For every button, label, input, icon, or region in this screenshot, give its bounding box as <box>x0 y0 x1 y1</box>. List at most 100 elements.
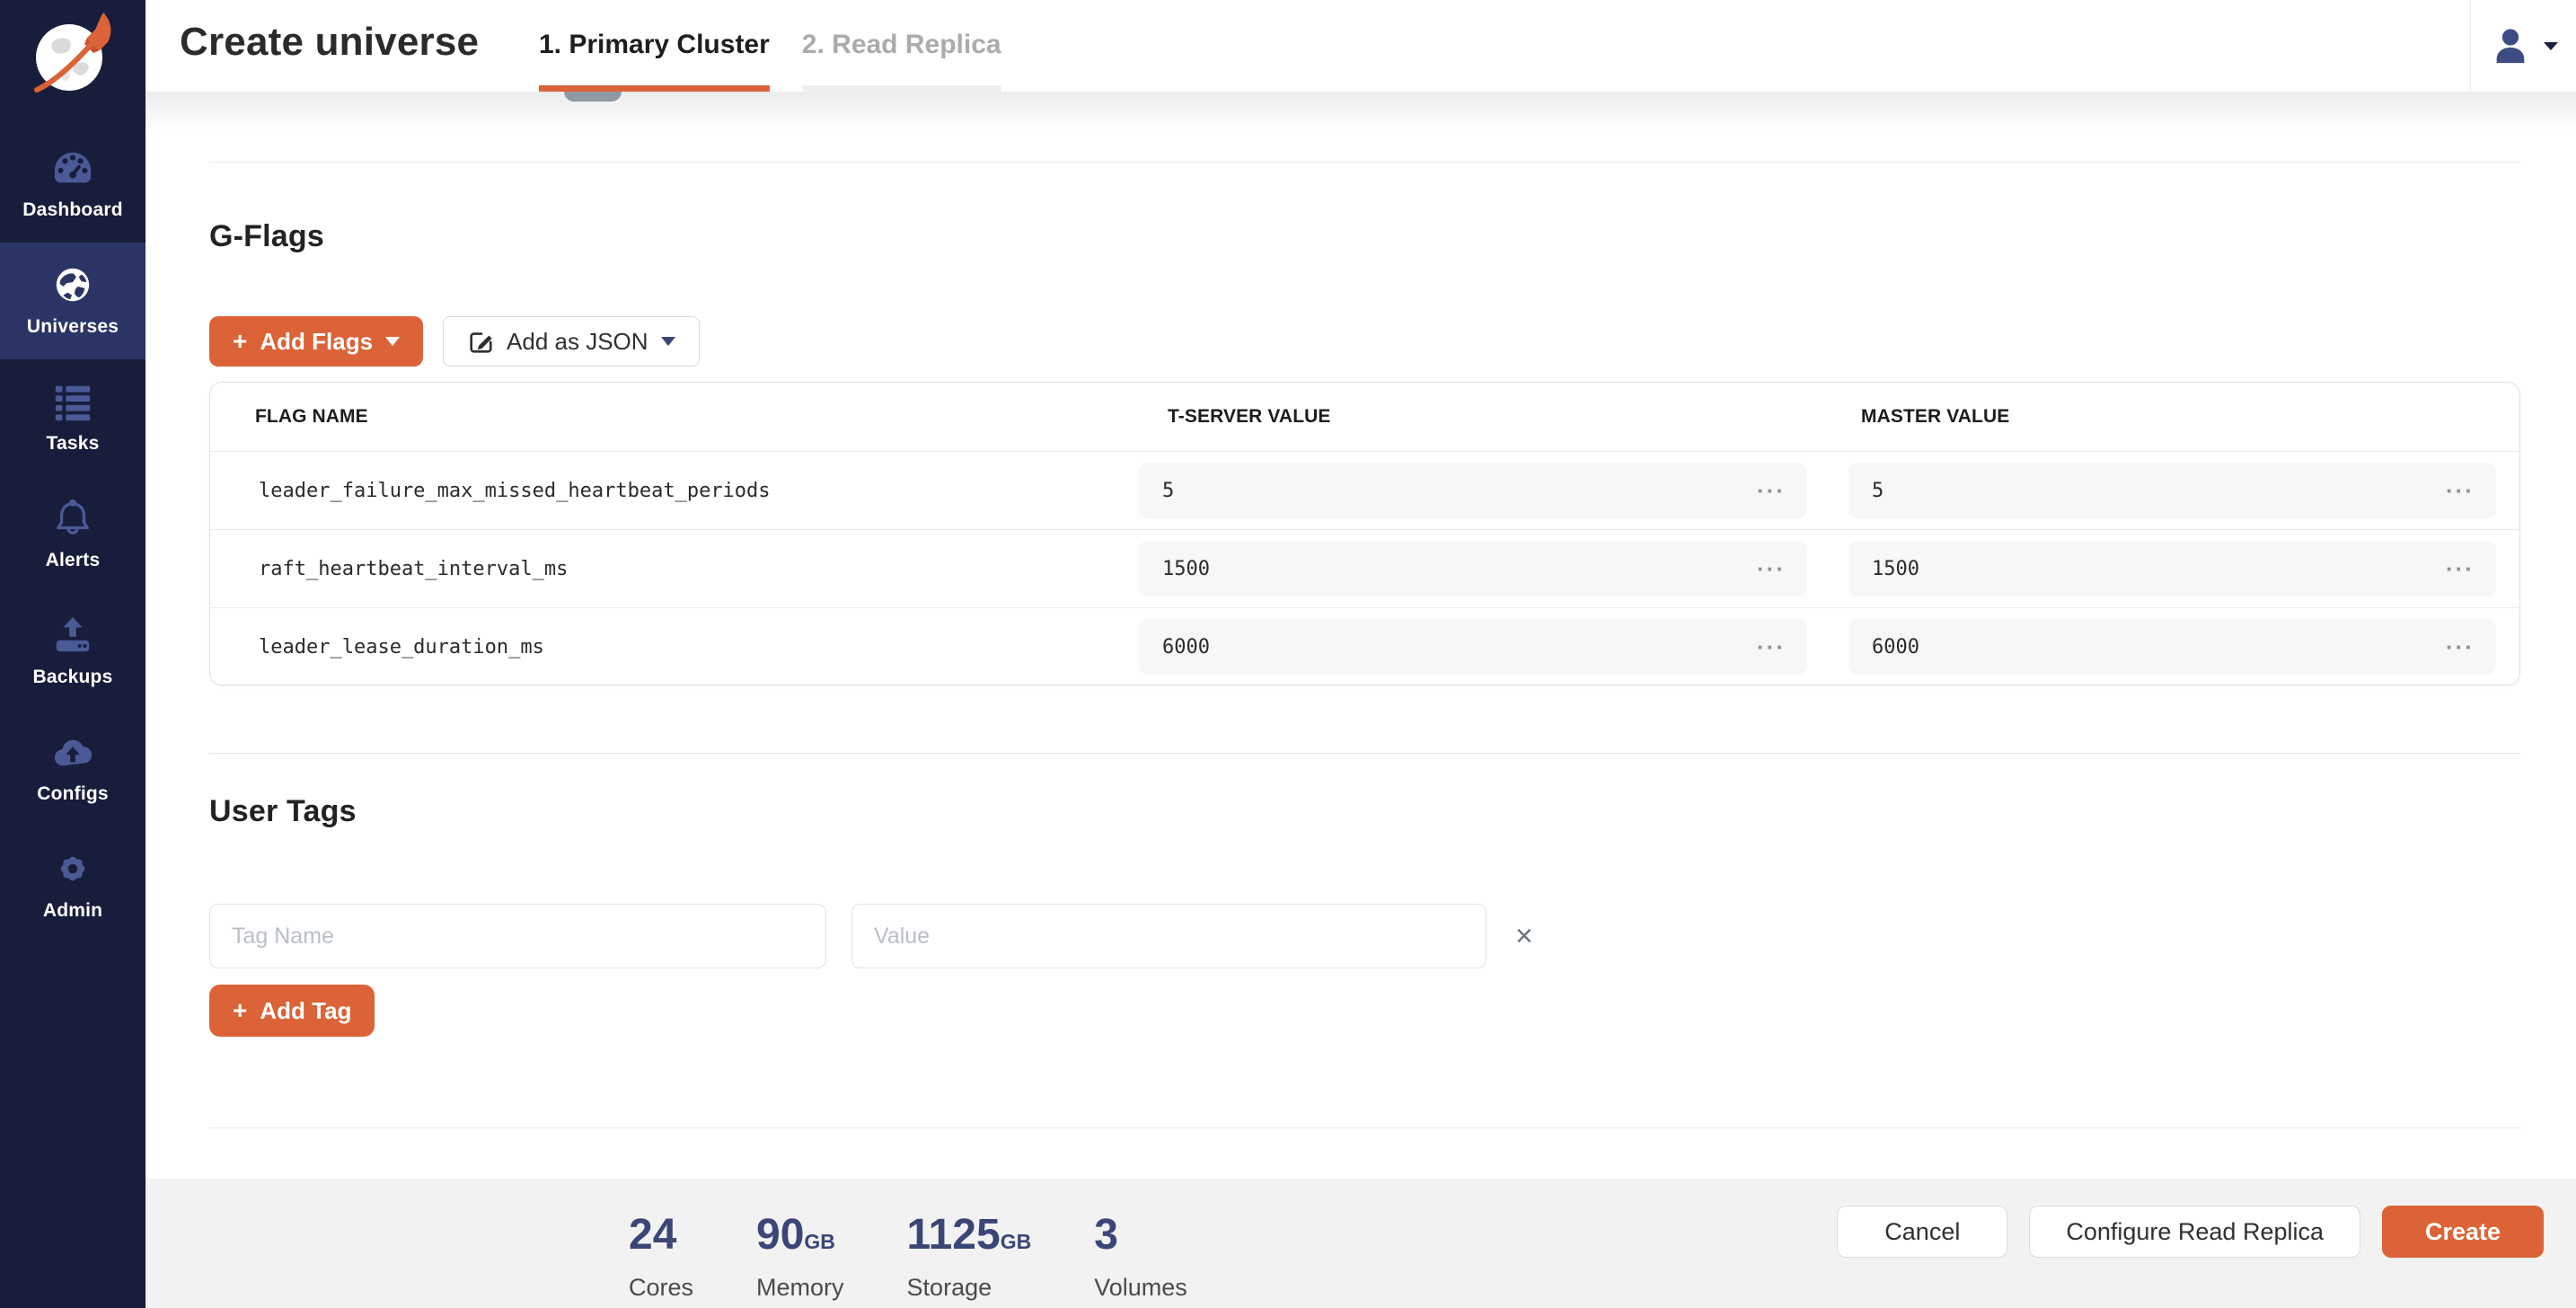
stat-unit: GB <box>804 1230 835 1253</box>
sidebar-item-label: Admin <box>42 900 103 921</box>
sidebar-item-label: Configs <box>37 783 109 804</box>
gflag-table-row: raft_heartbeat_interval_ms 1500 ··· 1500… <box>210 529 2519 607</box>
ellipsis-menu-icon[interactable]: ··· <box>2446 632 2475 660</box>
scroll-shadow <box>146 92 2576 133</box>
add-tag-label: Add Tag <box>260 996 352 1024</box>
add-flags-button[interactable]: + Add Flags <box>209 316 424 367</box>
user-tag-row: × <box>209 904 1533 968</box>
master-value-field[interactable]: 6000 ··· <box>1848 619 2496 675</box>
plus-icon: + <box>233 327 248 355</box>
configure-read-replica-button[interactable]: Configure Read Replica <box>2029 1206 2360 1258</box>
stat-block: 1125GB Storage <box>906 1211 1032 1302</box>
ellipsis-menu-icon[interactable]: ··· <box>1757 476 1786 504</box>
ellipsis-menu-icon[interactable]: ··· <box>1757 632 1786 660</box>
cluster-tabs: 1. Primary Cluster 2. Read Replica <box>539 0 1001 92</box>
master-value-field[interactable]: 1500 ··· <box>1848 541 2496 597</box>
tserver-value: 5 <box>1162 479 1175 502</box>
master-value: 1500 <box>1872 557 1919 580</box>
sidebar-item-label: Backups <box>32 667 113 687</box>
tserver-value-cell: 5 ··· <box>1139 463 1832 518</box>
master-value-cell: 5 ··· <box>1832 463 2519 518</box>
plus-icon: + <box>233 996 248 1024</box>
sidebar-item-alerts[interactable]: Alerts <box>0 476 146 593</box>
tserver-value-cell: 1500 ··· <box>1139 541 1832 597</box>
master-value-cell: 6000 ··· <box>1832 619 2519 675</box>
sidebar-item-label: Alerts <box>45 550 101 570</box>
flag-name: leader_lease_duration_ms <box>259 635 544 658</box>
caret-down-icon <box>660 337 675 346</box>
tserver-value-field[interactable]: 6000 ··· <box>1139 619 1807 675</box>
add-flags-label: Add Flags <box>260 327 374 355</box>
configs-cloud-upload-icon <box>54 739 93 766</box>
alerts-bell-icon <box>57 499 89 535</box>
create-button[interactable]: Create <box>2382 1206 2544 1258</box>
master-value: 6000 <box>1872 635 1919 658</box>
gflags-heading: G-Flags <box>209 219 324 253</box>
sidebar: Dashboard Universes Tasks <box>0 0 146 1308</box>
stat-label: Memory <box>756 1274 844 1302</box>
chevron-down-icon <box>2543 41 2558 50</box>
stat-unit: GB <box>1000 1230 1032 1253</box>
stat-block: 90GB Memory <box>756 1211 844 1302</box>
tag-value-input[interactable] <box>851 904 1486 968</box>
app-logo[interactable] <box>0 0 146 126</box>
sidebar-item-label: Dashboard <box>22 199 123 220</box>
add-tag-button[interactable]: + Add Tag <box>209 985 375 1037</box>
sidebar-item-tasks[interactable]: Tasks <box>0 359 146 476</box>
edit-pencil-icon <box>470 332 492 353</box>
cancel-button[interactable]: Cancel <box>1837 1206 2008 1258</box>
sidebar-item-admin[interactable]: Admin <box>0 826 146 943</box>
user-menu[interactable] <box>2470 0 2576 92</box>
footer-bar: 24 Cores 90GB Memory 1125GB Storage 3 Vo… <box>146 1179 2576 1308</box>
page-header: Create universe 1. Primary Cluster 2. Re… <box>146 0 2576 92</box>
gflags-table: FLAG NAME T-SERVER VALUE MASTER VALUE le… <box>209 382 2520 685</box>
section-divider <box>209 753 2520 754</box>
master-value: 5 <box>1872 479 1884 502</box>
gflag-table-row: leader_failure_max_missed_heartbeat_peri… <box>210 451 2519 529</box>
add-as-json-button[interactable]: Add as JSON <box>443 316 700 367</box>
ellipsis-menu-icon[interactable]: ··· <box>2446 476 2475 504</box>
add-as-json-label: Add as JSON <box>507 327 648 355</box>
column-header-master-value: MASTER VALUE <box>1861 406 2010 427</box>
remove-tag-icon[interactable]: × <box>1515 919 1533 953</box>
tserver-value-field[interactable]: 1500 ··· <box>1139 541 1807 597</box>
universes-globe-icon <box>56 268 90 302</box>
main-content: G-Flags + Add Flags Add as JSON FLAG NAM… <box>146 92 2576 1179</box>
tasks-list-icon <box>55 385 91 421</box>
ellipsis-menu-icon[interactable]: ··· <box>1757 554 1786 582</box>
sidebar-item-dashboard[interactable]: Dashboard <box>0 126 146 243</box>
sidebar-item-universes[interactable]: Universes <box>0 243 146 359</box>
sidebar-item-backups[interactable]: Backups <box>0 593 146 710</box>
backups-upload-icon <box>56 616 90 652</box>
tserver-value-cell: 6000 ··· <box>1139 619 1832 675</box>
flag-name: raft_heartbeat_interval_ms <box>259 557 569 580</box>
stat-block: 24 Cores <box>629 1212 694 1302</box>
master-value-field[interactable]: 5 ··· <box>1848 463 2496 518</box>
gflags-actions: + Add Flags Add as JSON <box>209 316 700 367</box>
tab-primary-cluster[interactable]: 1. Primary Cluster <box>539 0 770 92</box>
stat-label: Storage <box>906 1274 992 1302</box>
gflag-table-row: leader_lease_duration_ms 6000 ··· 6000 ·… <box>210 607 2519 685</box>
stat-value: 90GB <box>756 1211 835 1259</box>
sidebar-item-label: Universes <box>26 316 119 337</box>
scrolled-slider-knob-peek <box>564 92 622 102</box>
stat-label: Cores <box>629 1274 694 1302</box>
tserver-value-field[interactable]: 5 ··· <box>1139 463 1807 518</box>
tab-read-replica[interactable]: 2. Read Replica <box>801 0 1001 92</box>
master-value-cell: 1500 ··· <box>1832 541 2519 597</box>
yugabyte-logo-icon <box>34 13 111 93</box>
sidebar-item-configs[interactable]: Configs <box>0 710 146 826</box>
stat-value: 1125GB <box>906 1211 1032 1259</box>
ellipsis-menu-icon[interactable]: ··· <box>2446 554 2475 582</box>
tag-name-input[interactable] <box>209 904 826 968</box>
flag-name: leader_failure_max_missed_heartbeat_peri… <box>259 479 771 502</box>
stat-block: 3 Volumes <box>1094 1212 1187 1302</box>
user-tags-heading: User Tags <box>209 794 357 828</box>
admin-gear-icon <box>60 856 85 881</box>
sidebar-item-label: Tasks <box>46 433 100 454</box>
dashboard-gauge-icon <box>54 152 92 183</box>
tserver-value: 6000 <box>1162 635 1210 658</box>
section-divider <box>209 162 2520 163</box>
footer-actions: Cancel Configure Read Replica Create <box>1837 1206 2544 1258</box>
